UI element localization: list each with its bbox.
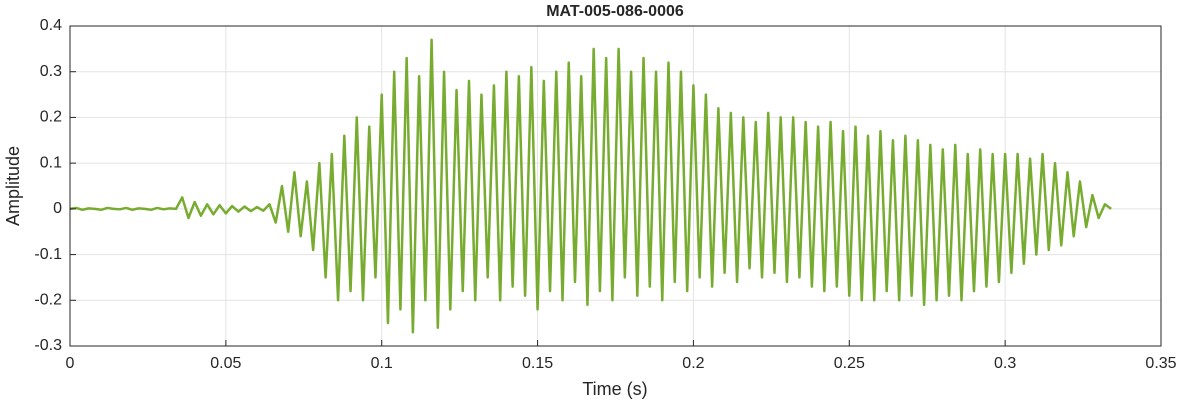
x-tick-label: 0.3 [994,355,1016,372]
x-tick-label: 0.35 [1145,355,1176,372]
y-axis-label: Amplitude [3,146,23,226]
chart-title: MAT-005-086-0006 [546,3,684,20]
x-tick-label: 0.1 [371,355,393,372]
x-tick-label: 0.15 [522,355,553,372]
waveform-line [69,38,1112,334]
y-tick-label: -0.3 [34,337,62,354]
y-tick-label: 0 [53,200,62,217]
y-tick-label: -0.2 [34,292,62,309]
x-tick-label: 0 [66,355,75,372]
x-tick-label: 0.05 [210,355,241,372]
axes-box [69,25,1162,347]
plot [69,38,1112,334]
y-tick-label: 0.1 [40,154,62,171]
x-tick-label: 0.25 [834,355,865,372]
y-tick-label: -0.1 [34,246,62,263]
x-axis-label: Time (s) [582,379,647,399]
x-tick-label: 0.2 [682,355,704,372]
y-tick-label: 0.4 [40,17,62,34]
ticks: -0.3 -0.2 -0.1 0 0.1 0.2 0.3 0.4 0 0.05 0.1 0.15 0.2… [34,17,1176,372]
y-tick-label: 0.2 [40,109,62,126]
y-tick-label: 0.3 [40,63,62,80]
